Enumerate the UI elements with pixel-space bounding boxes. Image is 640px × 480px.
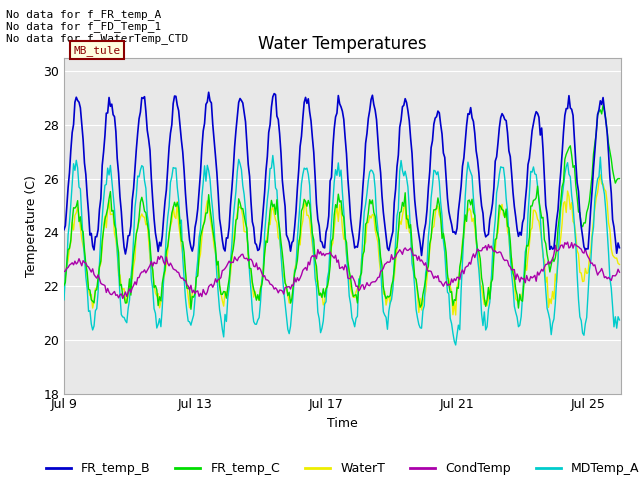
Text: MB_tule: MB_tule (74, 45, 121, 56)
Legend: FR_temp_B, FR_temp_C, WaterT, CondTemp, MDTemp_A: FR_temp_B, FR_temp_C, WaterT, CondTemp, … (41, 457, 640, 480)
Text: No data for f_FR_temp_A: No data for f_FR_temp_A (6, 9, 162, 20)
Title: Water Temperatures: Water Temperatures (258, 35, 427, 53)
Text: No data for f_WaterTemp_CTD: No data for f_WaterTemp_CTD (6, 33, 189, 44)
X-axis label: Time: Time (327, 417, 358, 430)
Y-axis label: Temperature (C): Temperature (C) (25, 175, 38, 276)
Text: No data for f_FD_Temp_1: No data for f_FD_Temp_1 (6, 21, 162, 32)
